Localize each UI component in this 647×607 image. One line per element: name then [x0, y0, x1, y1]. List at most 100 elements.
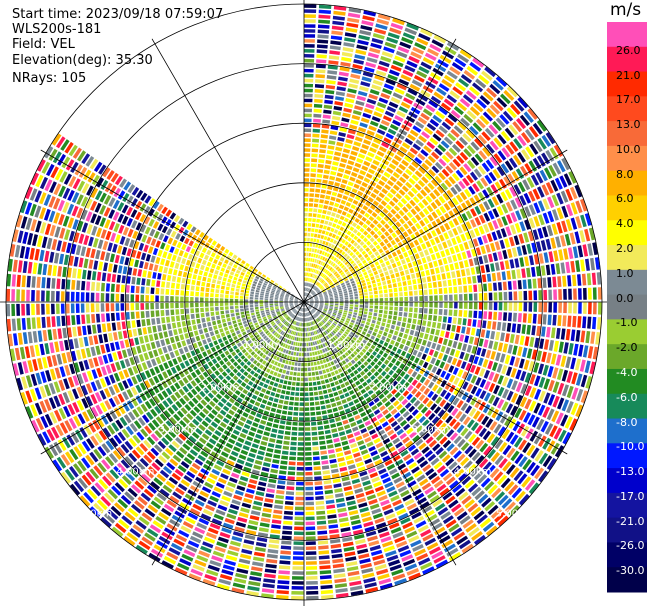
velocity-gate [297, 447, 304, 451]
velocity-gate [404, 402, 412, 409]
velocity-gate [497, 386, 505, 397]
velocity-gate [318, 545, 329, 550]
velocity-gate [219, 500, 229, 507]
velocity-gate [240, 553, 252, 560]
velocity-gate [358, 313, 363, 317]
velocity-gate [540, 240, 547, 251]
velocity-gate [157, 383, 164, 391]
velocity-gate [259, 322, 264, 326]
velocity-gate [328, 248, 333, 253]
velocity-gate [472, 319, 477, 327]
velocity-gate [463, 285, 468, 293]
velocity-gate [322, 470, 330, 475]
velocity-gate [396, 180, 404, 188]
velocity-gate [286, 322, 290, 327]
velocity-gate [275, 393, 280, 398]
velocity-gate [385, 78, 396, 86]
velocity-gate [372, 351, 378, 356]
velocity-gate [331, 428, 338, 433]
velocity-gate [320, 321, 324, 326]
velocity-gate [346, 336, 351, 341]
velocity-gate [304, 308, 305, 312]
velocity-gate [271, 428, 278, 433]
velocity-gate [344, 261, 349, 266]
velocity-gate [304, 302, 308, 306]
velocity-gate [304, 123, 312, 128]
velocity-gate [397, 201, 404, 208]
velocity-gate [325, 195, 331, 200]
velocity-gate [353, 398, 360, 404]
velocity-gate [426, 513, 438, 523]
velocity-gate [374, 298, 379, 302]
velocity-gate [188, 435, 197, 443]
velocity-gate [200, 468, 210, 476]
velocity-gate [322, 343, 326, 348]
velocity-gate [326, 226, 331, 231]
velocity-gate [466, 344, 472, 353]
velocity-gate [292, 576, 304, 580]
velocity-gate [533, 140, 543, 153]
velocity-gate [427, 155, 436, 164]
velocity-gate [302, 333, 304, 337]
velocity-gate [311, 273, 314, 278]
velocity-gate [345, 255, 351, 260]
velocity-gate [475, 388, 482, 397]
velocity-gate [304, 257, 306, 262]
velocity-gate [329, 398, 335, 403]
velocity-gate [313, 274, 316, 278]
velocity-gate [473, 168, 482, 178]
velocity-gate [320, 261, 324, 266]
velocity-gate [326, 404, 332, 409]
velocity-gate [363, 311, 368, 315]
velocity-gate [435, 329, 440, 336]
velocity-gate [368, 260, 373, 265]
velocity-gate [376, 568, 389, 576]
velocity-gate [284, 431, 291, 436]
velocity-gate [289, 345, 293, 350]
velocity-gate [499, 114, 510, 125]
velocity-gate [474, 205, 482, 215]
velocity-gate [248, 452, 256, 458]
velocity-gate [316, 318, 319, 322]
velocity-gate [451, 172, 460, 182]
velocity-gate [289, 329, 292, 334]
velocity-gate [350, 204, 356, 210]
velocity-gate [483, 392, 491, 402]
velocity-gate [352, 63, 363, 70]
velocity-gate [356, 281, 361, 285]
velocity-gate [338, 243, 344, 248]
velocity-gate [350, 365, 356, 371]
velocity-gate [435, 110, 446, 120]
velocity-gate [175, 437, 184, 445]
velocity-gate [214, 430, 222, 437]
velocity-gate [382, 438, 391, 445]
velocity-gate [414, 183, 422, 191]
velocity-gate [543, 289, 548, 300]
velocity-gate [339, 262, 344, 267]
velocity-gate [485, 418, 494, 428]
velocity-gate [365, 408, 372, 415]
velocity-gate [163, 527, 176, 536]
velocity-gate [371, 433, 379, 440]
velocity-gate [385, 249, 391, 255]
velocity-gate [144, 425, 153, 435]
velocity-gate [337, 193, 343, 199]
velocity-gate [329, 201, 335, 206]
velocity-gate [537, 137, 547, 150]
velocity-gate [366, 424, 374, 431]
velocity-gate [495, 76, 508, 87]
velocity-gate [350, 421, 357, 428]
velocity-gate [331, 473, 340, 479]
velocity-gate [526, 176, 535, 188]
velocity-gate [441, 454, 451, 463]
velocity-gate [376, 215, 382, 222]
velocity-gate [398, 78, 410, 86]
velocity-gate [398, 512, 409, 521]
velocity-gate [338, 249, 343, 254]
velocity-gate [538, 302, 543, 313]
velocity-gate [492, 220, 499, 230]
velocity-gate [300, 382, 304, 387]
velocity-gate [187, 489, 197, 497]
velocity-gate [405, 168, 413, 176]
velocity-gate [269, 534, 280, 539]
